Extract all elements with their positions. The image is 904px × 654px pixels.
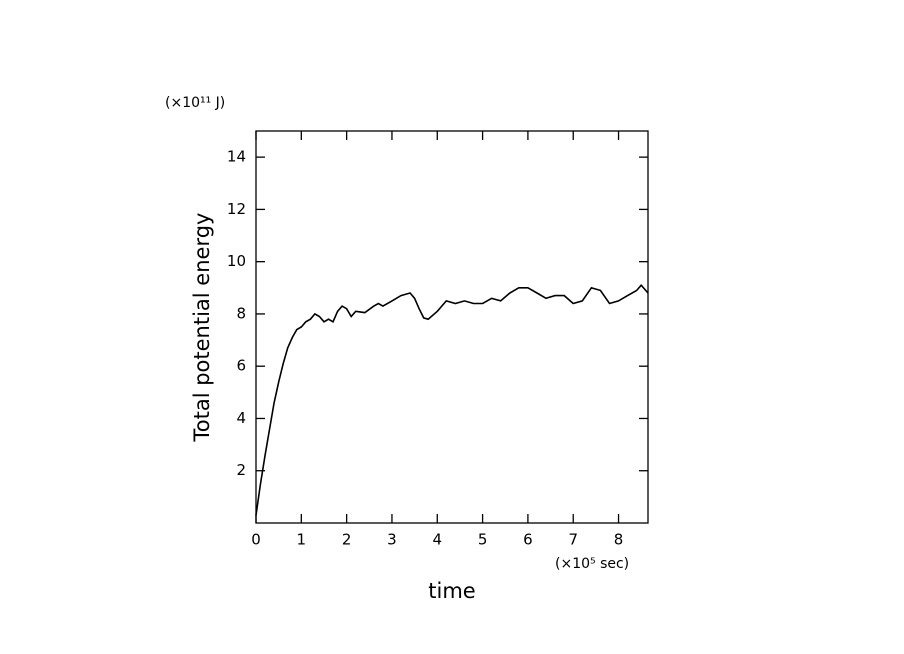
x-axis-label: time (428, 579, 475, 603)
plot-frame (255, 130, 649, 524)
y-tick-label: 14 (227, 148, 246, 166)
data-line (255, 283, 649, 516)
x-tick-label: 3 (387, 531, 397, 549)
y-tick-label: 4 (236, 409, 246, 427)
x-unit: (×10⁵ sec) (555, 556, 629, 572)
y-tick-label: 12 (227, 200, 246, 218)
x-tick-label: 2 (342, 531, 352, 549)
x-tick-label: 8 (614, 531, 624, 549)
x-tick-label: 1 (297, 531, 307, 549)
y-tick-label: 10 (227, 252, 246, 270)
y-tick-label: 6 (236, 357, 246, 375)
y-tick-label: 8 (236, 304, 246, 322)
x-tick-label: 4 (432, 531, 442, 549)
x-tick-label: 0 (251, 531, 261, 549)
y-unit: (×10¹¹ J) (165, 95, 225, 111)
x-tick-label: 5 (478, 531, 488, 549)
y-tick-label: 2 (236, 461, 246, 479)
y-axis-label: Total potential energy (190, 213, 214, 443)
x-tick-label: 6 (523, 531, 533, 549)
x-tick-label: 7 (568, 531, 578, 549)
